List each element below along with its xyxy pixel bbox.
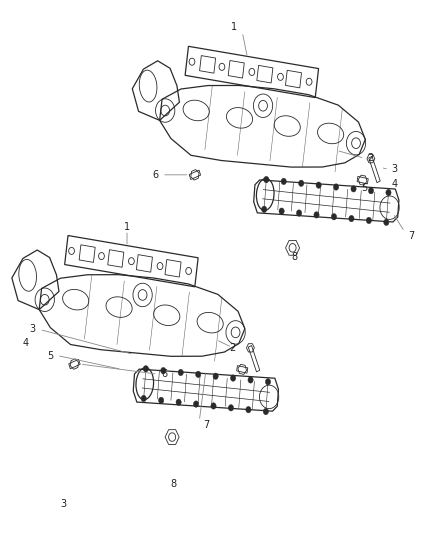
- Circle shape: [159, 397, 164, 403]
- Circle shape: [368, 188, 374, 194]
- Circle shape: [265, 378, 271, 385]
- Circle shape: [213, 373, 218, 379]
- Circle shape: [384, 219, 389, 225]
- Text: 1: 1: [231, 22, 237, 31]
- Text: 2: 2: [229, 343, 235, 352]
- Text: 6: 6: [162, 369, 168, 379]
- Text: 8: 8: [170, 479, 176, 489]
- Circle shape: [246, 407, 251, 413]
- Circle shape: [196, 371, 201, 377]
- Circle shape: [349, 215, 354, 222]
- Circle shape: [211, 403, 216, 409]
- Text: 4: 4: [22, 338, 28, 348]
- Circle shape: [281, 178, 286, 184]
- Text: 3: 3: [391, 165, 397, 174]
- Circle shape: [263, 408, 268, 415]
- Text: 3: 3: [60, 499, 67, 508]
- Text: 7: 7: [203, 420, 209, 430]
- Text: 5: 5: [361, 183, 367, 192]
- Text: 3: 3: [30, 325, 36, 334]
- Text: 4: 4: [392, 179, 398, 189]
- Circle shape: [331, 214, 336, 220]
- Circle shape: [228, 405, 233, 411]
- Text: 1: 1: [124, 222, 130, 231]
- Circle shape: [261, 206, 267, 213]
- Circle shape: [366, 217, 371, 224]
- Text: 5: 5: [48, 351, 54, 360]
- Text: 6: 6: [153, 170, 159, 180]
- Circle shape: [141, 395, 146, 402]
- Circle shape: [248, 377, 253, 383]
- Circle shape: [279, 208, 284, 214]
- Circle shape: [264, 176, 269, 183]
- Circle shape: [386, 189, 391, 196]
- Text: 2: 2: [367, 154, 373, 163]
- Circle shape: [333, 184, 339, 190]
- Text: 8: 8: [291, 252, 297, 262]
- Circle shape: [143, 366, 148, 372]
- Circle shape: [178, 369, 184, 376]
- Circle shape: [314, 212, 319, 218]
- Circle shape: [297, 210, 302, 216]
- Circle shape: [230, 375, 236, 381]
- Text: 7: 7: [409, 231, 415, 240]
- Circle shape: [161, 367, 166, 374]
- Circle shape: [316, 182, 321, 188]
- Circle shape: [194, 401, 199, 407]
- Circle shape: [351, 185, 356, 192]
- Circle shape: [299, 180, 304, 187]
- Circle shape: [176, 399, 181, 406]
